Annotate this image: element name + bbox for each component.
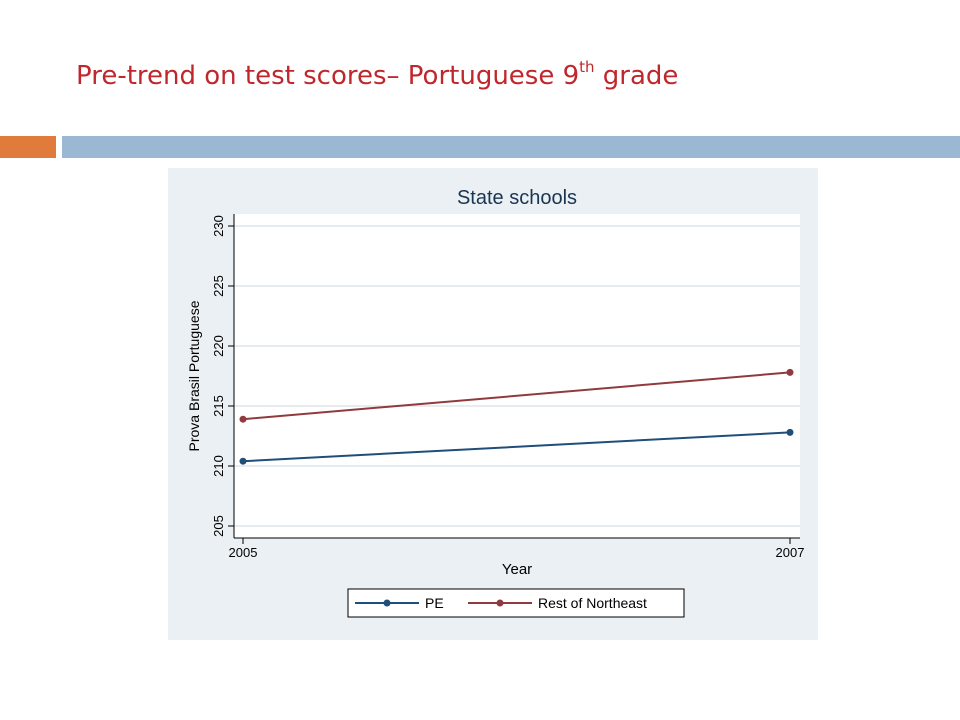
x-axis-label: Year — [502, 561, 532, 578]
header-bar — [62, 136, 960, 158]
legend-marker-pe — [383, 599, 391, 607]
plot-area — [234, 214, 800, 538]
data-point-rest-of-northeast — [786, 368, 794, 376]
data-point-pe — [786, 428, 794, 436]
legend-label-pe: PE — [425, 595, 444, 611]
y-tick-label: 210 — [211, 455, 226, 477]
y-tick-label: 215 — [211, 395, 226, 417]
y-axis-label: Prova Brasil Portuguese — [186, 300, 202, 451]
y-tick-label: 230 — [211, 215, 226, 237]
slide-title-superscript: th — [579, 58, 595, 76]
legend: PE Rest of Northeast — [355, 595, 647, 611]
series — [239, 368, 794, 465]
x-axis-ticks: 2005 2007 — [229, 538, 805, 560]
accent-bar — [0, 136, 56, 158]
y-tick-label: 225 — [211, 275, 226, 297]
legend-marker-rest-of-northeast — [496, 599, 504, 607]
y-tick-label: 205 — [211, 515, 226, 537]
y-tick-label: 220 — [211, 335, 226, 357]
line-chart: 205 210 215 220 225 230 2005 2007 State school… — [168, 168, 818, 640]
legend-box — [347, 588, 685, 618]
legend-label-rest-of-northeast: Rest of Northeast — [538, 595, 647, 611]
data-point-rest-of-northeast — [239, 415, 247, 423]
slide-title-end: grade — [594, 61, 679, 91]
slide-title-main: Pre-trend on test scores– Portuguese 9 — [76, 61, 580, 91]
gridlines — [234, 225, 800, 527]
slide-title: Pre-trend on test scores– Portuguese 9th… — [76, 58, 678, 91]
chart-title: State schools — [457, 187, 577, 209]
x-tick-label: 2007 — [776, 545, 805, 560]
y-axis-ticks: 205 210 215 220 225 230 — [211, 215, 234, 537]
series-line-rest-of-northeast — [242, 371, 791, 421]
series-line-pe — [242, 431, 791, 463]
x-tick-label: 2005 — [229, 545, 258, 560]
data-point-pe — [239, 457, 247, 465]
